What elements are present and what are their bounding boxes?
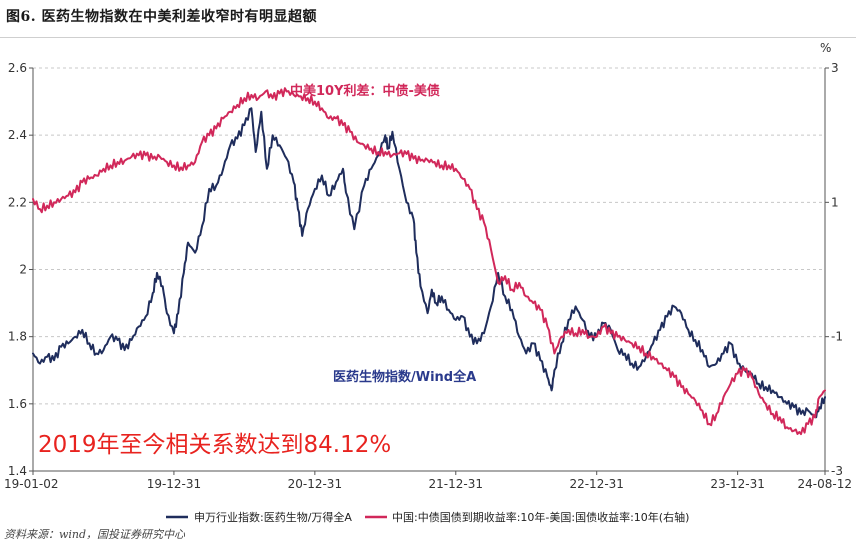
left-axis: 1.4 1.6 1.8 2 2.2 2.4 2.6: [8, 61, 34, 478]
x-tick-label: 19-12-31: [147, 477, 201, 491]
x-tick-label: 23-12-31: [710, 477, 764, 491]
annotation-correlation: 2019年至今相关系数达到84.12%: [38, 432, 391, 458]
legend-label-index: 申万行业指数:医药生物/万得全A: [194, 510, 352, 524]
legend: 申万行业指数:医药生物/万得全A 中国:中债国债到期收益率:10年-美国:国债收…: [166, 510, 689, 524]
series-lines: [32, 87, 826, 436]
legend-label-spread: 中国:中债国债到期收益率:10年-美国:国债收益率:10年(右轴): [392, 510, 689, 524]
right-tick-label: -1: [831, 330, 843, 344]
x-tick-label: 22-12-31: [569, 477, 623, 491]
annotation-index-label: 医药生物指数/Wind全A: [333, 369, 476, 385]
left-tick-label: 1.4: [8, 464, 27, 478]
title-divider: [0, 37, 856, 38]
right-tick-label: 3: [831, 61, 839, 75]
right-tick-label: 1: [831, 195, 839, 209]
x-tick-label: 24-08-12: [798, 477, 852, 491]
x-tick-label: 20-12-31: [288, 477, 342, 491]
right-axis: -3 -1 1 3: [824, 61, 843, 478]
series-line-index-ratio: [32, 107, 826, 419]
gridlines: [33, 67, 825, 405]
page-title: 图6. 医药生物指数在中美利差收窄时有明显超额: [6, 9, 317, 25]
series-line-yield-spread: [32, 87, 826, 436]
left-tick-label: 1.6: [8, 397, 27, 411]
x-tick-label: 19-01-02: [4, 477, 58, 491]
left-tick-label: 2: [19, 263, 27, 277]
right-tick-label: -3: [831, 464, 843, 478]
annotation-spread-label: 中美10Y利差：中债-美债: [290, 83, 440, 99]
source-note: 资料来源：wind，国投证券研究中心: [4, 528, 186, 541]
left-tick-label: 2.6: [8, 61, 27, 75]
left-tick-label: 1.8: [8, 330, 27, 344]
x-tick-label: 21-12-31: [429, 477, 483, 491]
left-tick-label: 2.2: [8, 195, 27, 209]
right-unit-label: %: [820, 41, 831, 55]
left-tick-label: 2.4: [8, 128, 27, 142]
x-axis: 19-01-02 19-12-31 20-12-31 21-12-31 22-12-31…: [4, 470, 852, 491]
